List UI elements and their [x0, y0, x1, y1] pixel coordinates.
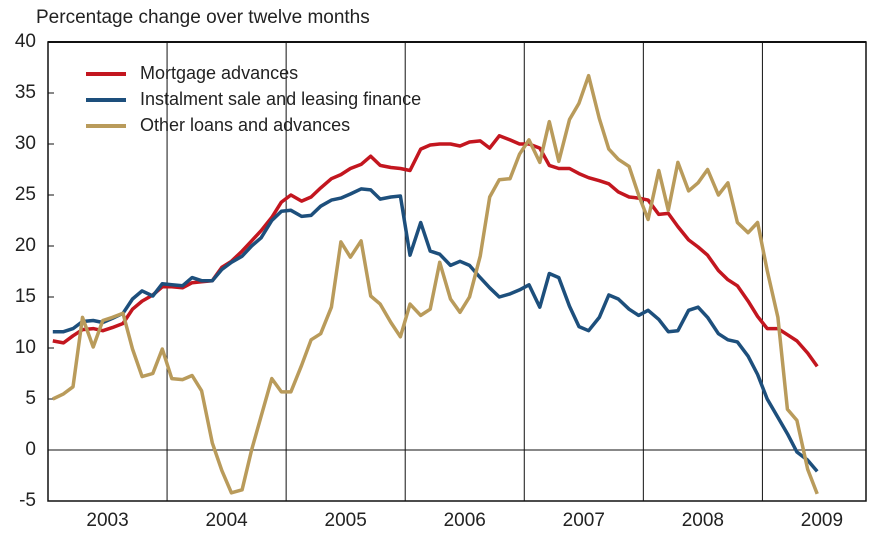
chart-title: Percentage change over twelve months	[36, 7, 370, 28]
legend-label: Instalment sale and leasing finance	[140, 89, 421, 109]
y-tick-label: 15	[15, 286, 36, 307]
x-tick-label: 2003	[86, 510, 128, 531]
y-tick-label: 5	[25, 388, 36, 409]
legend-label: Other loans and advances	[140, 115, 350, 135]
y-tick-label: 25	[15, 184, 36, 205]
x-tick-label: 2007	[563, 510, 605, 531]
x-tick-label: 2009	[801, 510, 843, 531]
y-tick-label: -5	[19, 490, 36, 511]
series-line	[52, 187, 819, 473]
series-line	[52, 134, 819, 368]
legend-label: Mortgage advances	[140, 63, 298, 83]
x-tick-label: 2004	[205, 510, 248, 531]
y-tick-label: 10	[15, 337, 36, 358]
x-tick-label: 2005	[325, 510, 367, 531]
y-tick-label: 30	[15, 133, 36, 154]
y-tick-label: 35	[15, 82, 36, 103]
plot-frame	[47, 41, 867, 502]
x-tick-label: 2006	[444, 510, 486, 531]
y-tick-label: 0	[25, 439, 36, 460]
series-line	[52, 73, 819, 495]
x-tick-label: 2008	[682, 510, 724, 531]
y-tick-label: 40	[15, 31, 36, 52]
y-tick-label: 20	[15, 235, 36, 256]
